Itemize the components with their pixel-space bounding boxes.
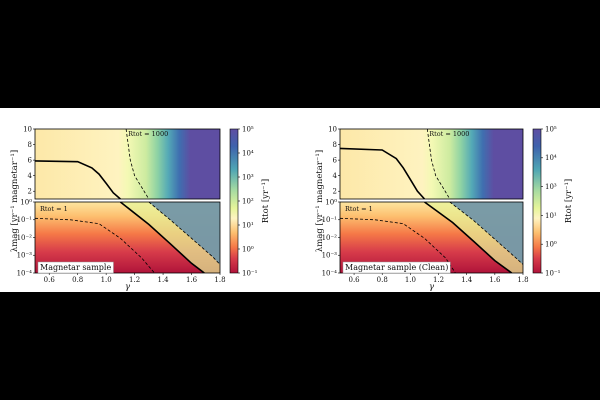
lower-ytick-label: 10⁻⁴ [322,269,338,277]
xtick-label: 0.6 [44,276,56,284]
annotation-rtot-1: Rtot = 1 [345,205,373,213]
sample-label-box [342,261,451,274]
colorbar-tick-label: 10⁰ [545,241,557,249]
dashed-contour-1000-upper [125,129,150,199]
upper-ytick-label: 2 [333,188,337,196]
upper-frame [339,128,524,200]
lower-ytick-label: 10⁻¹ [322,216,338,224]
upper-ytick-label: 4 [333,172,338,180]
sample-label: Magnetar sample (Clean) [345,263,448,272]
dashed-contour-1000-lower [449,202,523,265]
colorbar-label: Rtot [yr⁻¹] [261,179,271,223]
xtick-label: 1.6 [186,276,198,284]
dashed-contour-1000-upper [426,129,451,199]
colorbar-tick-label: 10⁻¹ [545,269,561,277]
figure: 2 4 6 8 10 10⁻⁴ 10⁻³ 10⁻² 10⁻¹ 10⁰ 0.6 0.8 1.0 1.2 1.4… [0,108,600,292]
colorbar-tick-label: 10³ [545,183,557,191]
colorbar-tick-label: 10⁵ [545,125,557,133]
dashed-contour-1000-lower [148,202,220,265]
panel-2: 2 4 6 8 10 10⁻⁴ 10⁻³ 10⁻² 10⁻¹ 10⁰ 0.6 0.8 1.0 1.2 1.4… [315,125,574,292]
lower-ytick-label: 10⁻¹ [17,216,33,224]
upper-heatmap [340,129,523,199]
upper-ytick-label: 10 [23,125,32,133]
sample-label: Magnetar sample [40,263,111,272]
lower-ytick-label: 10⁻⁴ [17,269,33,277]
xtick-label: 0.8 [377,276,388,284]
xtick-label: 0.8 [72,276,83,284]
annotation-rtot-1000: Rtot = 1000 [128,130,168,138]
upper-frame [34,128,221,200]
lower-ytick-label: 10⁻³ [17,252,33,260]
y-axis-label: λmag [yr⁻¹ magnetar⁻¹] [10,150,20,252]
lower-ytick-label: 10⁻² [322,234,338,242]
xtick-label: 1.8 [517,276,528,284]
lower-top-rate-region [148,202,220,265]
lower-ytick-label: 10⁻³ [322,252,338,260]
xtick-label: 1.8 [214,276,225,284]
sample-label-box [37,261,114,274]
lower-ytick-label: 10⁰ [20,198,32,206]
chart-svg: 2 4 6 8 10 10⁻⁴ 10⁻³ 10⁻² 10⁻¹ 10⁰ 0.6 0.8 1.0 1.2 1.4… [10,125,574,292]
upper-ytick-label: 2 [28,188,32,196]
upper-ytick-label: 6 [333,157,338,165]
upper-ytick-label: 10 [328,125,337,133]
xtick-label: 1.4 [158,276,170,284]
solid-contour-lower [424,202,513,273]
panel-1: 2 4 6 8 10 10⁻⁴ 10⁻³ 10⁻² 10⁻¹ 10⁰ 0.6 0.8 1.0 1.2 1.4… [10,125,271,292]
colorbar-tick-label: 10⁴ [545,154,557,162]
x-axis-label: γ [429,282,435,292]
xtick-label: 1.2 [433,276,444,284]
colorbar [229,128,239,274]
dashed-contour-1 [35,217,155,273]
colorbar-tick-label: 10⁴ [242,149,254,157]
xtick-label: 1.6 [489,276,501,284]
y-axis-label: λmag [yr⁻¹ magnetar⁻¹] [315,150,325,252]
solid-contour-upper [35,160,121,199]
upper-ytick-label: 8 [333,141,337,149]
xtick-label: 0.6 [349,276,361,284]
xtick-label: 1.0 [101,276,112,284]
colorbar-tick-label: 10⁰ [242,245,254,253]
colorbar-tick-label: 10² [242,197,254,205]
xtick-label: 1.4 [461,276,473,284]
xtick-label: 1.2 [129,276,140,284]
lower-top-rate-region [449,202,523,265]
solid-contour-lower [119,202,205,273]
colorbar [532,128,542,274]
annotation-rtot-1000: Rtot = 1000 [429,130,469,138]
dashed-contour-1 [340,217,456,273]
annotation-rtot-1: Rtot = 1 [40,205,68,213]
lower-ytick-label: 10⁰ [325,198,337,206]
colorbar-tick-label: 10³ [242,173,254,181]
colorbar-label: Rtot [yr⁻¹] [564,179,574,223]
colorbar-tick-label: 10⁻¹ [242,269,258,277]
colorbar-tick-label: 10¹ [545,212,557,220]
upper-ytick-label: 8 [28,141,32,149]
x-axis-label: γ [125,282,131,292]
solid-contour-upper [340,147,426,199]
upper-ytick-label: 4 [28,172,33,180]
colorbar-tick-label: 10⁵ [242,125,254,133]
lower-ytick-label: 10⁻² [17,234,33,242]
upper-ytick-label: 6 [28,157,33,165]
xtick-label: 1.0 [405,276,416,284]
colorbar-tick-label: 10¹ [242,221,254,229]
